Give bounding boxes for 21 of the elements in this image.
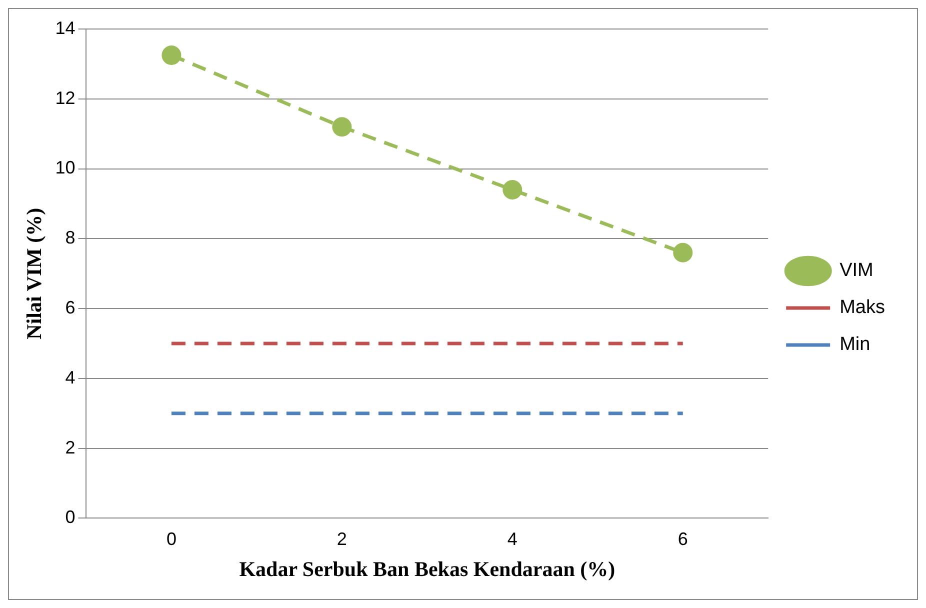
point	[502, 180, 522, 200]
point	[673, 242, 693, 262]
point	[332, 117, 352, 137]
legend-label: Min	[840, 334, 870, 356]
x-axis-title: Kadar Serbuk Ban Bekas Kendaraan (%)	[239, 556, 616, 581]
x-tick-label: 2	[336, 528, 347, 549]
y-tick-label: 0	[65, 507, 76, 528]
y-tick-label: 12	[55, 88, 76, 108]
x-tick-label: 0	[166, 528, 176, 549]
legend-label: Maks	[840, 297, 886, 318]
y-tick-label: 10	[55, 158, 76, 178]
y-tick-label: 8	[65, 228, 76, 248]
y-tick-label: 2	[65, 437, 76, 458]
legend-label: VIM	[840, 260, 874, 282]
y-axis-title: Nilai VIM (%)	[22, 208, 46, 340]
y-tick-label: 4	[65, 367, 76, 388]
y-tick-label: 6	[65, 298, 76, 318]
point	[162, 45, 182, 65]
y-tick-label: 14	[55, 18, 76, 38]
x-tick-label: 4	[507, 528, 518, 549]
x-tick-label: 6	[678, 528, 688, 549]
